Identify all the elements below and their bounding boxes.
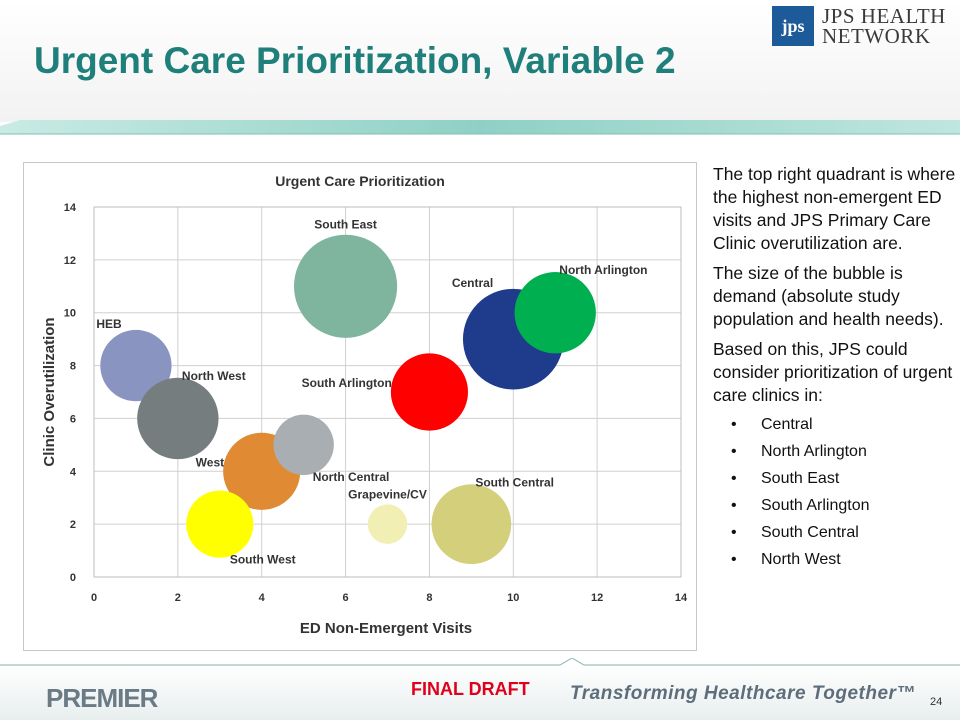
x-tick-label: 4 [259,592,266,604]
jps-logo-line1: JPS HEALTH [822,4,946,28]
footer-divider [0,658,960,666]
priority-item: North Arlington [713,441,958,468]
y-tick-label: 2 [70,519,76,531]
jps-logo: jps JPS HEALTH NETWORK [772,4,952,48]
priority-item: Central [713,414,958,441]
slide-footer [0,664,960,720]
bubble-label: South West [230,553,296,567]
x-axis-label: ED Non-Emergent Visits [300,620,472,637]
bubble-label: HEB [96,317,122,331]
priority-item: South Central [713,522,958,549]
x-tick-label: 0 [91,592,97,604]
bubble-label: Grapevine/CV [348,487,427,501]
y-tick-label: 14 [64,202,77,214]
bubble-label: North Central [313,470,390,484]
page-number: 24 [930,696,943,708]
priority-list: Central North Arlington South East South… [713,414,958,576]
jps-logo-mark: jps [772,6,814,46]
bubble-label: North West [182,369,246,383]
y-tick-label: 0 [70,572,76,584]
jps-logo-line2: NETWORK [822,24,931,48]
x-tick-label: 14 [675,592,688,604]
draft-label: FINAL DRAFT [411,679,530,699]
bubble-label: North Arlington [559,263,647,277]
bubble-label: Central [452,276,493,290]
tagline: Transforming Healthcare Together™ [570,683,916,704]
y-tick-label: 10 [64,308,76,320]
sidebar-paragraph-2: The size of the bubble is demand (absolu… [713,263,944,329]
x-tick-label: 6 [343,592,349,604]
bubble [137,377,219,460]
bubble [367,504,408,544]
x-tick-label: 12 [591,592,603,604]
plot-area [93,206,682,578]
bubble [273,414,334,476]
priority-item: North West [713,549,958,576]
bubble-label: South Arlington [302,376,392,390]
sidebar-text: The top right quadrant is where the high… [713,163,958,576]
bubble-label: South East [314,218,377,232]
bubble [293,234,398,338]
x-tick-label: 2 [175,592,181,604]
header-stripe [0,120,960,135]
bubble [186,490,254,558]
bubble-label: West [196,455,224,469]
y-tick-label: 4 [70,466,77,478]
priority-item: South Arlington [713,495,958,522]
y-tick-label: 8 [70,361,76,373]
x-tick-label: 8 [426,592,432,604]
bubble [390,353,469,431]
sidebar-paragraph-3: Based on this, JPS could consider priori… [713,339,953,405]
slide-title: Urgent Care Prioritization, Variable 2 [34,40,676,81]
y-tick-label: 6 [70,413,76,425]
y-tick-label: 12 [64,255,76,267]
y-axis-label: Clinic Overutilization [41,317,58,466]
bubble-label: South Central [475,475,554,489]
bubble-chart-svg: 0 2 4 6 8 10 12 14 0 2 4 6 8 10 12 14 Urgent Care Priori… [41,173,688,637]
bubble-chart: 0 2 4 6 8 10 12 14 0 2 4 6 8 10 12 14 Urgent Care Priori… [23,162,697,651]
premier-logo: PREMIER [46,683,158,713]
chart-title: Urgent Care Prioritization [275,173,445,189]
bubble [100,329,172,402]
sidebar-paragraph-1: The top right quadrant is where the high… [713,164,956,253]
x-tick-label: 10 [507,592,519,604]
bubble [514,272,596,354]
priority-item: South East [713,468,958,495]
bubble [431,484,512,564]
